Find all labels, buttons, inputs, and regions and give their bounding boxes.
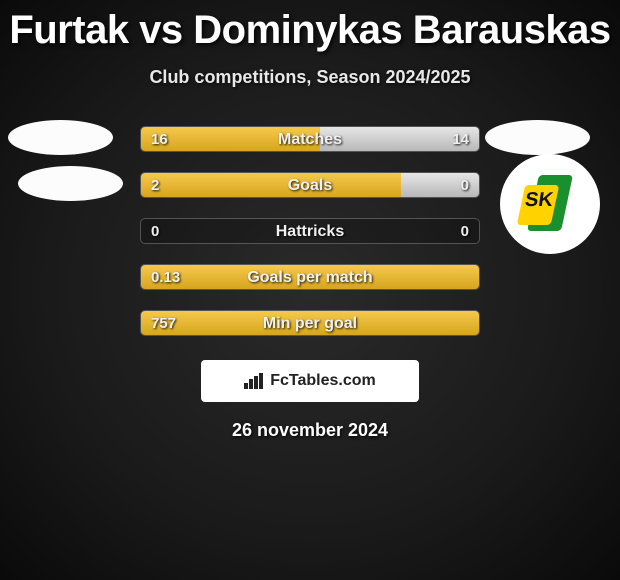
stat-bar: 2 0 Goals <box>140 172 480 198</box>
stat-bar-left-fill <box>141 173 401 197</box>
stat-value-right: 14 <box>452 127 469 151</box>
footer-date: 26 november 2024 <box>0 420 620 441</box>
bar-chart-icon <box>244 373 264 389</box>
stat-value-right: 0 <box>461 219 469 243</box>
player-left-avatar-blank-2 <box>18 166 123 201</box>
stat-row-hattricks: 0 0 Hattricks <box>0 210 620 256</box>
stat-bar: 757 Min per goal <box>140 310 480 336</box>
stat-value-left: 0.13 <box>151 265 180 289</box>
stat-value-left: 0 <box>151 219 159 243</box>
stat-value-left: 16 <box>151 127 168 151</box>
brand-label: FcTables.com <box>270 372 376 390</box>
stat-bar: 0.13 Goals per match <box>140 264 480 290</box>
stat-row-goals-per-match: 0.13 Goals per match <box>0 256 620 302</box>
stat-row-goals: 2 0 Goals SK <box>0 164 620 210</box>
subtitle: Club competitions, Season 2024/2025 <box>0 67 620 88</box>
stat-value-left: 757 <box>151 311 176 335</box>
page-title: Furtak vs Dominykas Barauskas <box>0 0 620 53</box>
stat-label: Hattricks <box>141 219 479 243</box>
stat-bar: 16 14 Matches <box>140 126 480 152</box>
player-left-avatar-blank <box>8 120 113 155</box>
stat-row-matches: 16 14 Matches <box>0 118 620 164</box>
stat-row-min-per-goal: 757 Min per goal <box>0 302 620 348</box>
fctables-brand-badge[interactable]: FcTables.com <box>201 360 419 402</box>
stat-bar-left-fill <box>141 311 479 335</box>
stat-value-left: 2 <box>151 173 159 197</box>
stats-container: 16 14 Matches 2 0 Goals SK 0 0 Hattricks <box>0 118 620 348</box>
stat-bar: 0 0 Hattricks <box>140 218 480 244</box>
stat-bar-left-fill <box>141 265 479 289</box>
stat-value-right: 0 <box>461 173 469 197</box>
player-right-avatar-blank <box>485 120 590 155</box>
